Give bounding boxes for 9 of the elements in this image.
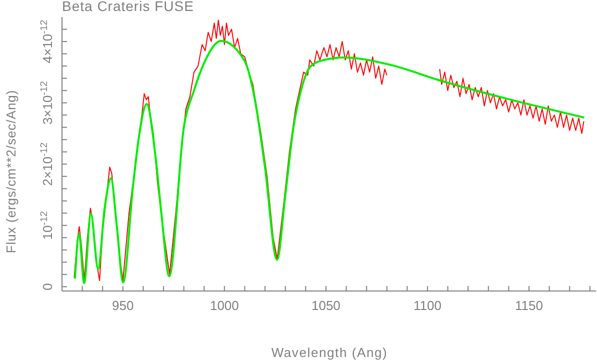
x-tick-label: 1050 [311, 298, 340, 313]
x-axis-title: Wavelength (Ang) [270, 345, 389, 360]
x-tick-label: 1100 [413, 298, 442, 313]
y-tick-label: 0 [40, 283, 55, 290]
x-tick-label: 1000 [210, 298, 239, 313]
x-tick-label: 950 [112, 298, 134, 313]
chart-title: Beta Crateris FUSE [62, 0, 194, 14]
y-axis-title: Flux (ergs/cm**2/sec/Ang) [4, 88, 18, 256]
x-tick-label: 1150 [515, 298, 543, 313]
